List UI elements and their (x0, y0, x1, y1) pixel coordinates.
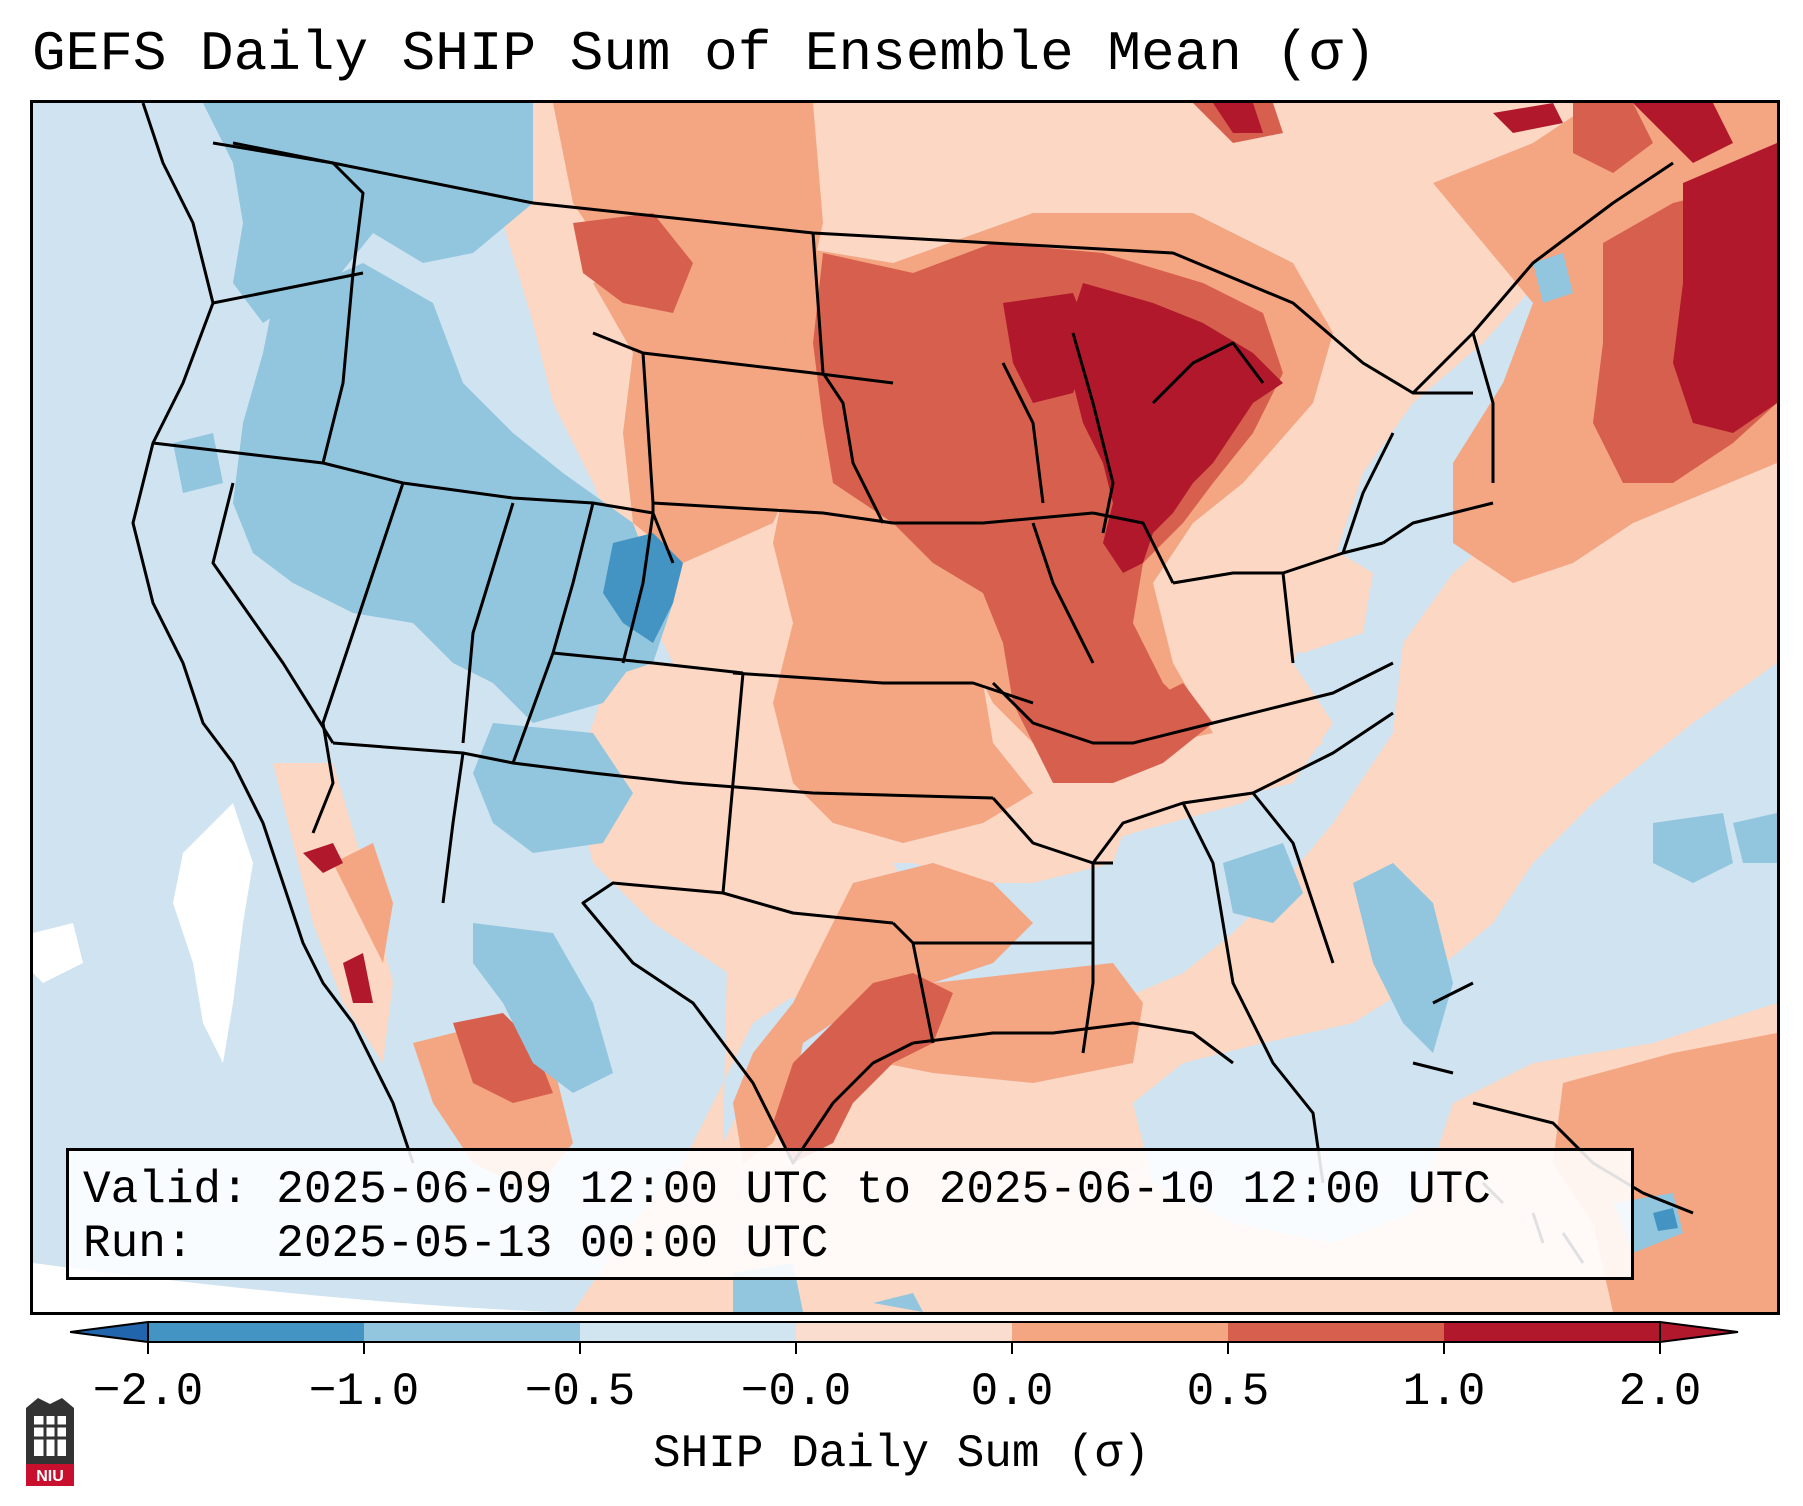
run-value: 2025-05-13 00:00 UTC (276, 1218, 829, 1270)
colorbar (70, 1320, 1739, 1354)
valid-value: 2025-06-09 12:00 UTC to 2025-06-10 12:00… (276, 1164, 1491, 1216)
colorbar-segment-1 (364, 1322, 580, 1342)
chart-title: GEFS Daily SHIP Sum of Ensemble Mean (σ) (32, 22, 1377, 86)
colorbar-tick-0: −2.0 (92, 1366, 204, 1418)
colorbar-over-triangle (1659, 1320, 1739, 1344)
logo-text: NIU (36, 1468, 64, 1485)
valid-label: Valid: (83, 1164, 249, 1216)
colorbar-tick-6: 1.0 (1402, 1366, 1486, 1418)
anomaly-map (33, 103, 1777, 1312)
run-label: Run: (83, 1218, 194, 1270)
colorbar-tick-7: 2.0 (1618, 1366, 1702, 1418)
colorbar-segment-4 (1012, 1322, 1228, 1342)
valid-line: Valid: 2025-06-09 12:00 UTC to 2025-06-1… (83, 1163, 1617, 1217)
colorbar-under-triangle (70, 1320, 149, 1344)
niu-logo: NIU (26, 1398, 74, 1486)
colorbar-segment-3 (796, 1322, 1012, 1342)
colorbar-tick-4: 0.0 (970, 1366, 1054, 1418)
mid-blue-regions (173, 103, 1777, 1312)
white-regions (33, 803, 253, 1063)
run-line: Run: 2025-05-13 00:00 UTC (83, 1217, 1617, 1271)
colorbar-segment-6 (1444, 1322, 1660, 1342)
projection-edge (33, 1263, 553, 1312)
colorbar-segment-5 (1228, 1322, 1444, 1342)
info-box: Valid: 2025-06-09 12:00 UTC to 2025-06-1… (66, 1148, 1634, 1280)
darkest-red-regions (303, 103, 1777, 1003)
colorbar-tick-5: 0.5 (1186, 1366, 1270, 1418)
colorbar-tick-3: −0.0 (740, 1366, 852, 1418)
colorbar-segment-0 (148, 1322, 364, 1342)
colorbar-label: SHIP Daily Sum (σ) (653, 1428, 1150, 1480)
colorbar-tick-2: −0.5 (524, 1366, 636, 1418)
colorbar-segment-2 (580, 1322, 796, 1342)
colorbar-tick-1: −1.0 (308, 1366, 420, 1418)
map-panel (30, 100, 1780, 1315)
